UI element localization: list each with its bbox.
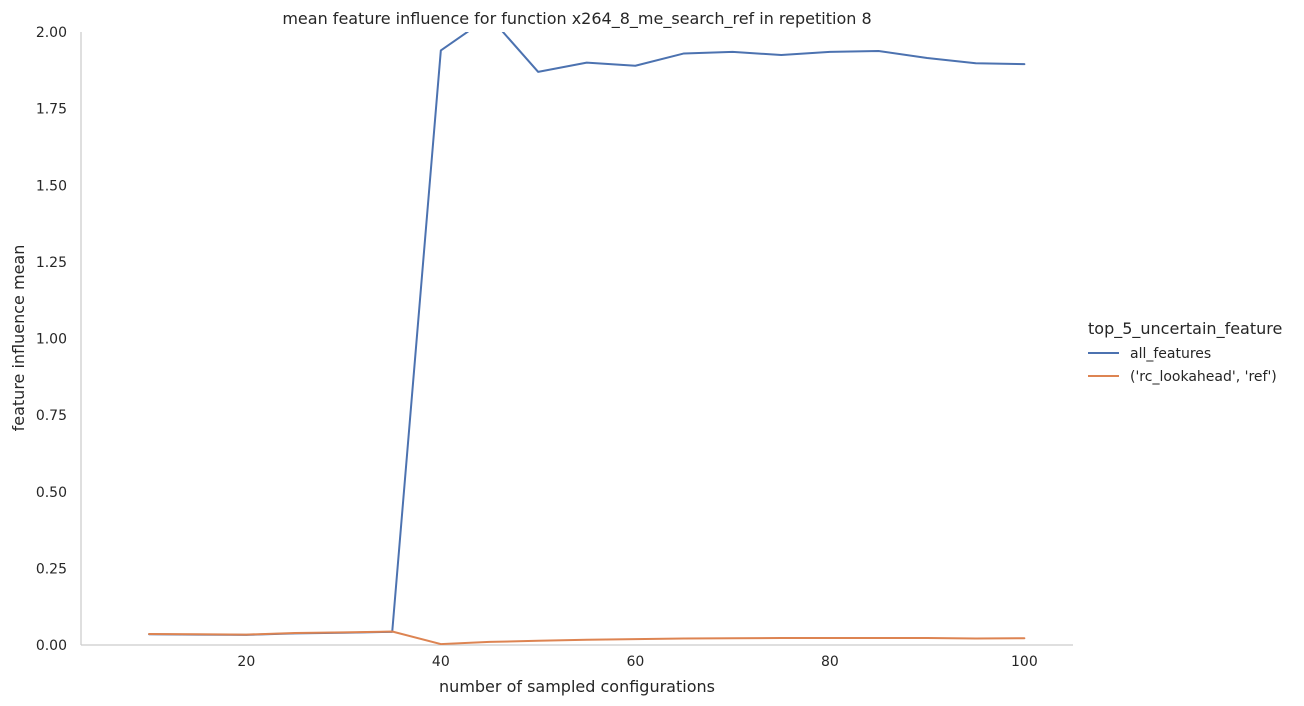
y-tick-label: 1.00 [36,332,67,348]
y-tick-label: 2.00 [36,25,67,41]
legend-entry-label: ('rc_lookahead', 'ref') [1130,369,1277,385]
y-tick-label: 1.50 [36,178,67,194]
series-line [148,32,1026,636]
y-tick-label: 1.75 [36,102,67,118]
x-axis-label: number of sampled configurations [439,677,715,696]
x-tick-label: 60 [626,654,644,670]
y-tick-label: 1.25 [36,255,67,271]
series-line [148,630,1026,645]
series-layer [148,32,1026,645]
x-tick-label: 40 [432,654,450,670]
y-tick-label: 0.50 [36,485,67,501]
x-tick-label: 20 [237,654,255,670]
axes: 20 40 60 80 100 0.00 0.25 0.50 0.75 1.00 1.25 1.50 1… [36,25,1073,670]
legend-entry-label: all_features [1130,346,1211,362]
y-tick-label: 0.00 [36,638,67,654]
y-axis-label: feature influence mean [9,245,28,432]
y-tick-label: 0.25 [36,561,67,577]
legend-title: top_5_uncertain_feature [1088,319,1282,339]
chart-title: mean feature influence for function x264… [282,9,871,29]
y-tick-label: 0.75 [36,408,67,424]
x-tick-label: 80 [821,654,839,670]
legend: top_5_uncertain_feature all_features ('rc… [1088,319,1282,385]
x-tick-label: 100 [1011,654,1038,670]
